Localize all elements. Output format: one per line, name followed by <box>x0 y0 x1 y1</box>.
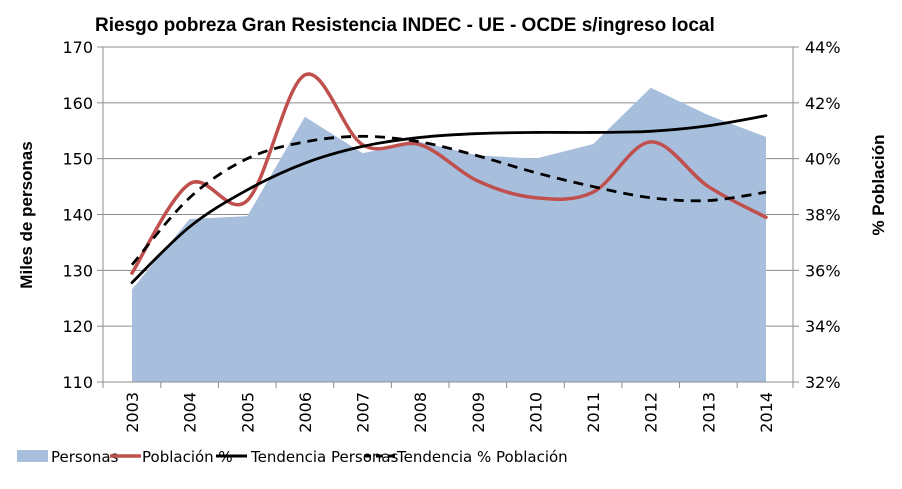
left-axis-title: Miles de personas <box>17 141 36 288</box>
x-tick-label: 2014 <box>757 392 776 433</box>
right-tick-label: 36% <box>805 261 841 280</box>
left-tick-label: 140 <box>62 206 93 225</box>
line-layer <box>130 72 768 285</box>
x-tick-label: 2006 <box>296 392 315 433</box>
left-tick-label: 120 <box>62 317 93 336</box>
right-tick-label: 32% <box>805 373 841 392</box>
series-trend-personas <box>130 114 768 285</box>
x-tick-label: 2005 <box>238 392 257 433</box>
x-tick-label: 2004 <box>181 392 200 433</box>
legend-label: Población % <box>142 448 233 466</box>
legend-label: Tendencia Personas <box>250 448 399 466</box>
legend: Personas Población % Tendencia PersonasTen… <box>17 448 568 466</box>
series-area-personas <box>132 87 766 382</box>
right-axis-title: % Población <box>869 134 888 235</box>
left-axis-ticks: 110 120 130 140 150 160 170 <box>62 38 103 392</box>
legend-label: Personas <box>51 448 119 466</box>
left-tick-label: 110 <box>62 373 93 392</box>
left-tick-label: 130 <box>62 261 93 280</box>
x-tick-label: 2007 <box>354 392 373 433</box>
x-tick-label: 2008 <box>411 392 430 433</box>
area-layer <box>132 87 766 382</box>
right-tick-label: 38% <box>805 206 841 225</box>
x-tick-label: 2003 <box>123 392 142 433</box>
x-axis-ticks: 2003 2004 2005 2006 2007 2008 2009 2010 2011 2012… <box>102 382 794 433</box>
x-tick-label: 2011 <box>584 392 603 433</box>
series-line-poblacion <box>130 72 768 275</box>
right-axis-ticks: 32% 34% 36% 38% 40% 42% 44% <box>793 38 841 392</box>
right-tick-label: 40% <box>805 150 841 169</box>
legend-label: Tendencia % Población <box>396 448 568 466</box>
x-tick-label: 2010 <box>526 392 545 433</box>
left-tick-label: 150 <box>62 150 93 169</box>
left-tick-label: 160 <box>62 94 93 113</box>
x-tick-label: 2012 <box>642 392 661 433</box>
right-tick-label: 44% <box>805 38 841 57</box>
legend-swatch-personas <box>17 450 48 462</box>
chart-title: Riesgo pobreza Gran Resistencia INDEC - … <box>95 15 715 36</box>
right-tick-label: 34% <box>805 317 841 336</box>
x-tick-label: 2009 <box>469 392 488 433</box>
x-tick-label: 2013 <box>699 392 718 433</box>
right-tick-label: 42% <box>805 94 841 113</box>
left-tick-label: 170 <box>62 38 93 57</box>
